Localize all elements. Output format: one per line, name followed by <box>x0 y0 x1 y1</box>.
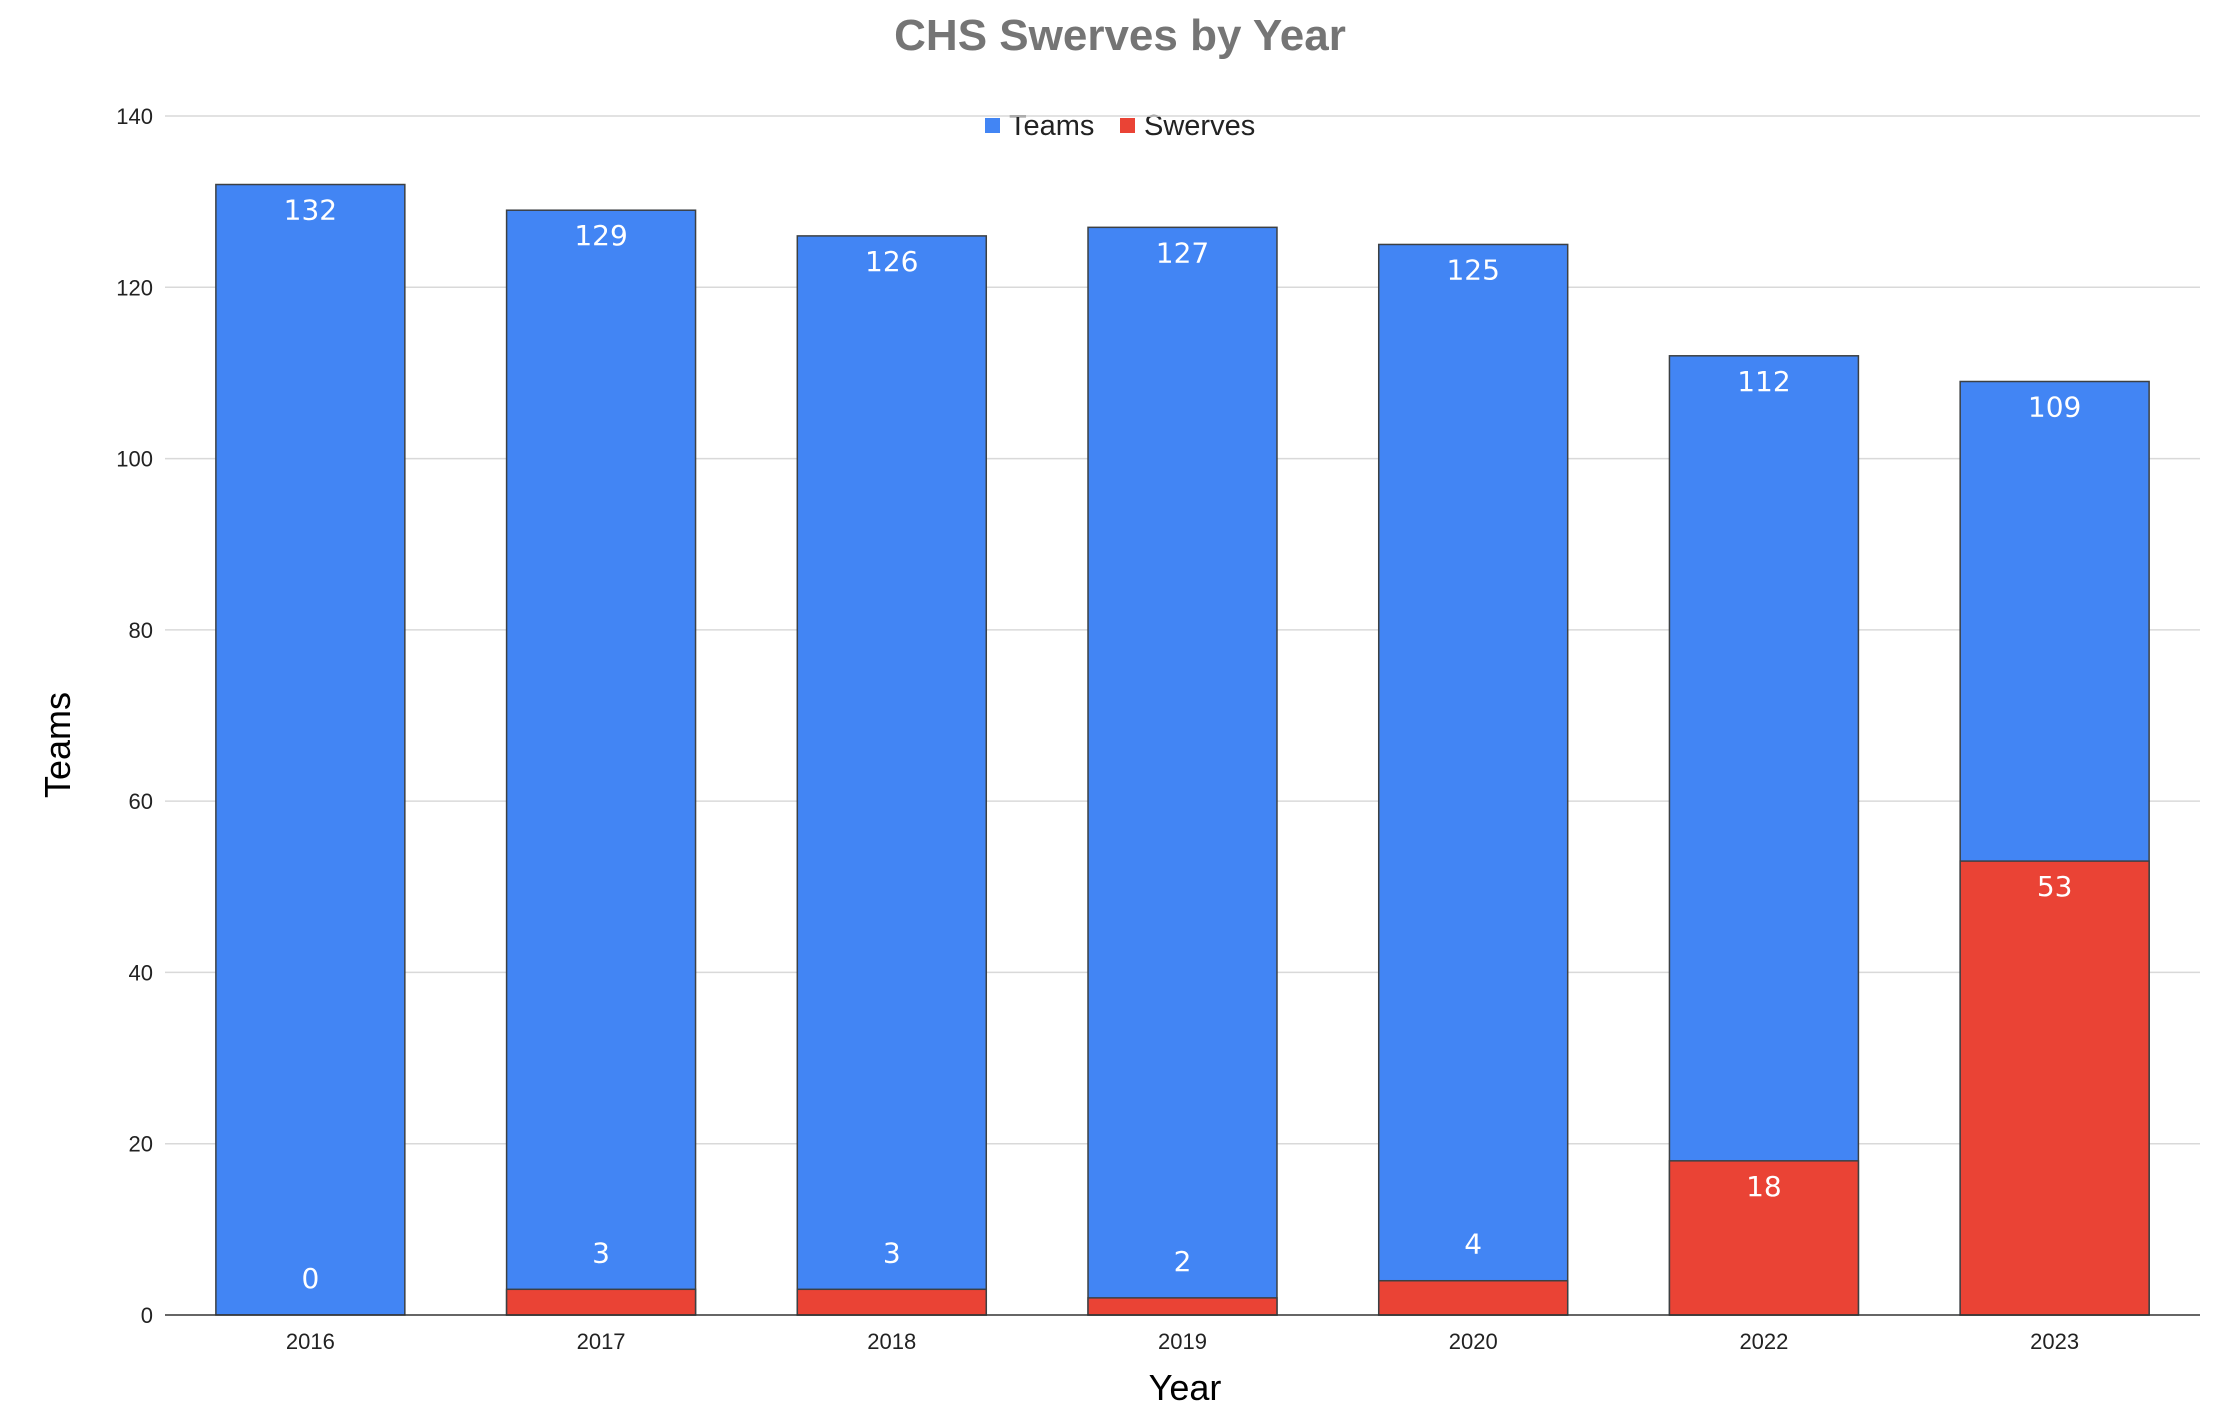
bar-swerves-2019 <box>1087 1297 1278 1316</box>
data-label-teams-2018: 126 <box>865 245 918 278</box>
bar-teams-2019 <box>1087 226 1278 1316</box>
y-tick-label: 140 <box>116 104 153 129</box>
bar-swerves-2022 <box>1668 1160 1860 1316</box>
x-tick-label: 2016 <box>286 1329 335 1354</box>
legend-label-swerves: Swerves <box>1144 110 1255 142</box>
y-tick-label: 80 <box>129 618 153 643</box>
x-tick-label: 2017 <box>577 1329 626 1354</box>
bar-teams-2018 <box>796 235 988 1316</box>
data-labels: 132 0 129 3 126 3 127 2 125 4 112 18 109 53 <box>284 194 2082 1295</box>
x-tick-label: 2022 <box>1739 1329 1788 1354</box>
bar-teams-2016 <box>215 183 406 1316</box>
y-axis-ticks: 0 20 40 60 80 100 120 140 <box>116 104 153 1328</box>
data-label-swerves-2018: 3 <box>883 1236 901 1269</box>
legend-label-teams: Teams <box>1009 110 1094 142</box>
data-label-swerves-2016: 0 <box>301 1262 319 1295</box>
y-tick-label: 100 <box>116 447 153 472</box>
data-label-swerves-2019: 2 <box>1174 1245 1192 1278</box>
y-tick-label: 0 <box>141 1303 153 1328</box>
data-label-swerves-2022: 18 <box>1746 1170 1782 1203</box>
legend: Teams Swerves <box>985 110 1255 142</box>
bar-swerves-2020 <box>1377 1279 1569 1316</box>
data-label-teams-2020: 125 <box>1446 253 1499 286</box>
bars <box>215 183 2150 1316</box>
data-label-swerves-2017: 3 <box>592 1236 610 1269</box>
y-axis-title: Teams <box>37 692 78 798</box>
x-axis-ticks: 2016 2017 2018 2019 2020 2022 2023 <box>286 1329 2079 1354</box>
data-label-swerves-2023: 53 <box>2037 870 2073 903</box>
data-label-teams-2022: 112 <box>1737 365 1790 398</box>
bar-teams-2017 <box>505 209 697 1316</box>
x-tick-label: 2019 <box>1158 1329 1207 1354</box>
bar-teams-2020 <box>1377 243 1569 1316</box>
data-label-teams-2016: 132 <box>284 194 337 227</box>
y-tick-label: 20 <box>129 1132 153 1157</box>
data-label-teams-2019: 127 <box>1156 236 1209 269</box>
bar-swerves-2018 <box>796 1288 988 1316</box>
x-tick-label: 2020 <box>1449 1329 1498 1354</box>
y-tick-label: 60 <box>129 789 153 814</box>
data-label-swerves-2020: 4 <box>1464 1228 1482 1261</box>
x-tick-label: 2018 <box>867 1329 916 1354</box>
x-axis-title: Year <box>1149 1367 1222 1408</box>
y-tick-label: 120 <box>116 275 153 300</box>
legend-swatch-swerves <box>1120 118 1135 133</box>
y-tick-label: 40 <box>129 960 153 985</box>
data-label-teams-2023: 109 <box>2028 390 2081 423</box>
data-label-teams-2017: 129 <box>574 219 627 252</box>
x-tick-label: 2023 <box>2030 1329 2079 1354</box>
legend-swatch-teams <box>985 118 1000 133</box>
chart-title: CHS Swerves by Year <box>894 11 1346 60</box>
bar-swerves-2017 <box>505 1288 697 1316</box>
bar-swerves-2023 <box>1959 860 2150 1316</box>
